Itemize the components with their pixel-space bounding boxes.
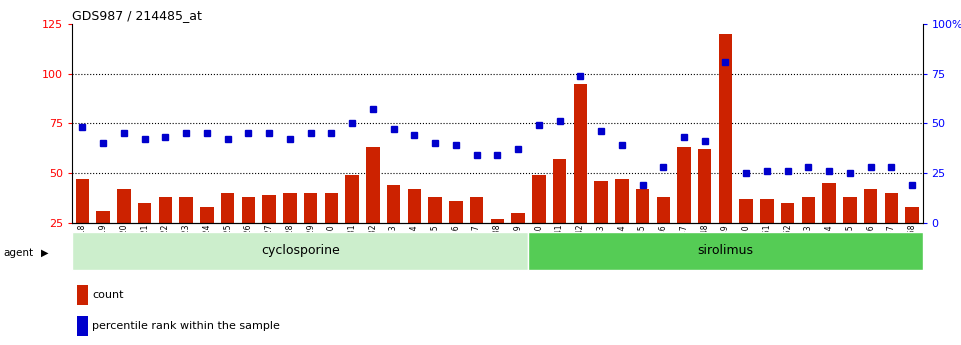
Bar <box>138 203 152 272</box>
Bar <box>885 193 899 272</box>
Bar <box>470 197 483 272</box>
Text: GDS987 / 214485_at: GDS987 / 214485_at <box>72 9 202 22</box>
Bar <box>864 189 877 272</box>
Bar <box>387 185 401 272</box>
Bar <box>594 181 607 272</box>
Bar <box>615 179 628 272</box>
Text: agent: agent <box>3 248 33 257</box>
Text: count: count <box>92 290 124 300</box>
Bar <box>304 193 317 272</box>
Bar <box>843 197 856 272</box>
Bar <box>325 193 338 272</box>
Bar <box>678 147 691 272</box>
Bar <box>636 189 650 272</box>
Bar <box>574 84 587 272</box>
Bar <box>241 197 255 272</box>
Bar <box>117 189 131 272</box>
Bar <box>200 207 213 272</box>
Bar <box>781 203 795 272</box>
Bar <box>490 219 505 272</box>
Bar <box>656 197 670 272</box>
Bar <box>719 34 732 272</box>
FancyBboxPatch shape <box>72 232 529 270</box>
Bar <box>407 189 421 272</box>
Bar <box>159 197 172 272</box>
Bar <box>221 193 234 272</box>
Bar <box>345 175 358 272</box>
Bar <box>283 193 297 272</box>
Bar <box>262 195 276 272</box>
Bar <box>532 175 546 272</box>
Bar <box>96 210 110 272</box>
Bar <box>429 197 442 272</box>
Bar <box>905 207 919 272</box>
Bar <box>366 147 380 272</box>
Text: ▶: ▶ <box>41 248 49 257</box>
Bar <box>740 199 753 272</box>
Bar <box>76 179 89 272</box>
Bar <box>511 213 525 272</box>
Text: sirolimus: sirolimus <box>698 245 753 257</box>
FancyBboxPatch shape <box>529 232 923 270</box>
Text: cyclosporine: cyclosporine <box>260 245 339 257</box>
Bar <box>801 197 815 272</box>
Text: percentile rank within the sample: percentile rank within the sample <box>92 321 280 331</box>
Bar <box>449 201 462 272</box>
Bar <box>553 159 566 272</box>
Bar <box>180 197 193 272</box>
Bar <box>698 149 711 272</box>
Bar <box>760 199 774 272</box>
Bar <box>823 183 836 272</box>
